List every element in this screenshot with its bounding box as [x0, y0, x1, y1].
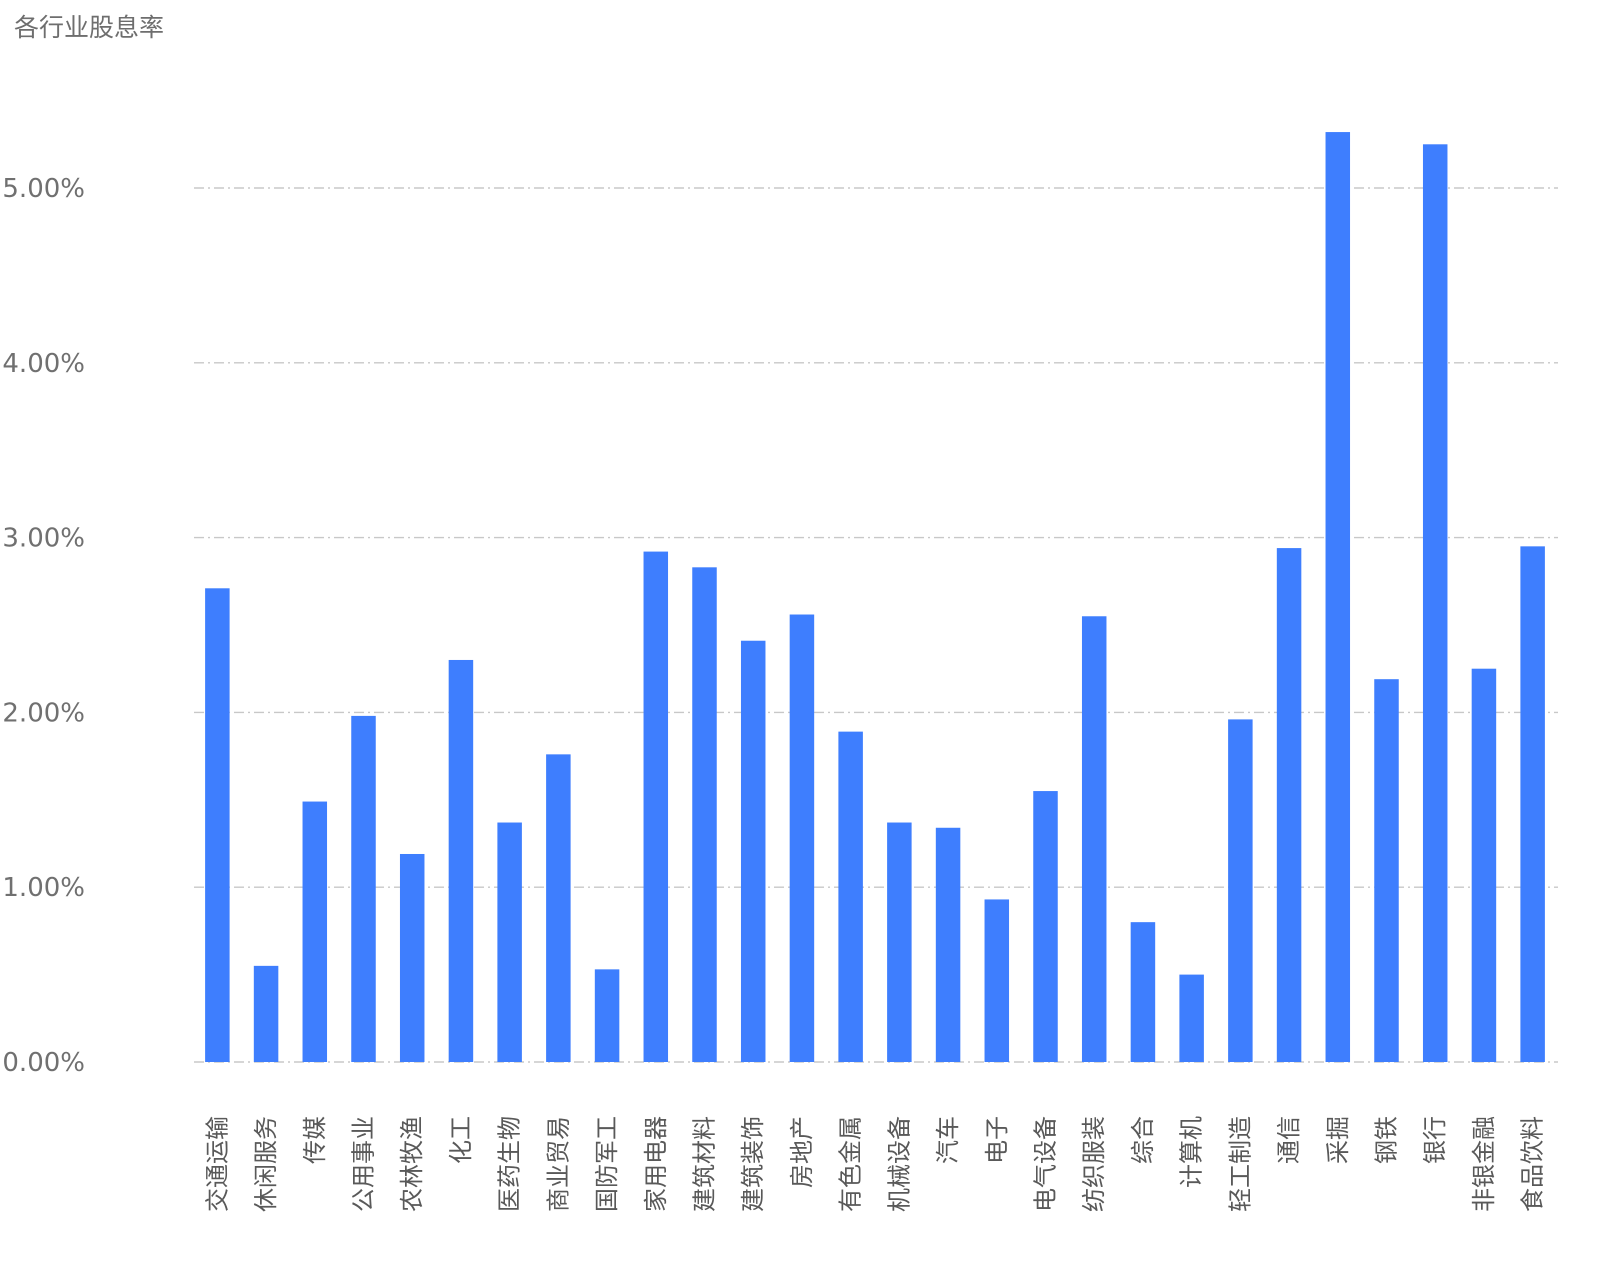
bar: [1276, 548, 1302, 1062]
bar: [789, 614, 815, 1062]
x-tick-label: 综合: [1129, 1116, 1157, 1164]
y-tick-label: 2.00%: [2, 698, 85, 728]
x-tick-label: 传媒: [301, 1116, 329, 1164]
x-tick-label: 采掘: [1324, 1116, 1352, 1164]
x-tick-label: 农林牧渔: [398, 1116, 426, 1212]
y-tick-label: 4.00%: [2, 349, 85, 379]
x-axis-ticks: 交通运输 休闲服务 传媒 公用事业 农林牧渔 化工 医药生物 商业贸易 国防军工 家用电器 建筑材料…: [203, 1116, 1546, 1212]
bar: [497, 822, 522, 1062]
bar: [1520, 546, 1545, 1062]
x-tick-label: 电气设备: [1032, 1116, 1060, 1212]
x-tick-label: 电子: [983, 1116, 1011, 1164]
chart-title: 各行业股息率: [14, 13, 165, 42]
x-tick-label: 建筑装饰: [739, 1116, 767, 1212]
y-axis-ticks: 0.00% 1.00% 2.00% 3.00% 4.00% 5.00%: [2, 174, 85, 1078]
bar: [1228, 719, 1253, 1062]
x-tick-label: 非银金融: [1470, 1116, 1498, 1212]
bar: [692, 567, 717, 1062]
bar: [351, 715, 376, 1062]
x-tick-label: 食品饮料: [1519, 1116, 1547, 1212]
x-tick-label: 轻工制造: [1226, 1116, 1254, 1212]
bar: [838, 731, 863, 1062]
bar: [253, 965, 279, 1062]
x-tick-label: 商业贸易: [544, 1116, 572, 1212]
bars: [205, 132, 1545, 1063]
bar: [1081, 616, 1107, 1062]
bar: [1422, 144, 1448, 1063]
x-tick-label: 计算机: [1178, 1116, 1206, 1188]
bar: [984, 899, 1010, 1062]
x-tick-label: 家用电器: [642, 1116, 670, 1212]
y-tick-label: 1.00%: [2, 873, 85, 903]
bar: [399, 853, 425, 1062]
bar: [205, 588, 230, 1062]
y-tick-label: 0.00%: [2, 1048, 85, 1078]
x-tick-label: 机械设备: [885, 1116, 913, 1212]
gridlines: [194, 187, 1558, 1063]
x-tick-label: 通信: [1275, 1116, 1303, 1164]
x-tick-label: 建筑材料: [691, 1116, 719, 1212]
bar: [448, 659, 474, 1062]
bar: [1471, 668, 1497, 1062]
bar: [546, 754, 571, 1062]
bar: [740, 640, 766, 1062]
bar: [302, 801, 328, 1062]
bar: [1179, 974, 1204, 1062]
y-tick-label: 5.00%: [2, 174, 85, 204]
y-tick-label: 3.00%: [2, 524, 85, 554]
x-tick-label: 国防军工: [593, 1116, 621, 1212]
bar: [594, 969, 620, 1062]
bar: [1374, 679, 1399, 1062]
x-tick-label: 公用事业: [350, 1116, 378, 1212]
bar: [1033, 791, 1058, 1062]
x-tick-label: 医药生物: [496, 1116, 524, 1212]
x-tick-label: 有色金属: [837, 1116, 865, 1212]
x-tick-label: 纺织服装: [1080, 1116, 1108, 1212]
x-tick-label: 汽车: [934, 1116, 962, 1164]
bar: [643, 551, 669, 1062]
bar: [935, 827, 961, 1062]
x-tick-label: 房地产: [788, 1116, 816, 1188]
x-tick-label: 化工: [447, 1116, 475, 1164]
bar: [1130, 922, 1156, 1062]
x-tick-label: 银行: [1421, 1116, 1449, 1164]
bar: [1325, 132, 1351, 1063]
x-tick-label: 钢铁: [1373, 1116, 1401, 1164]
x-tick-label: 交通运输: [203, 1116, 231, 1212]
bar: [887, 822, 912, 1062]
x-tick-label: 休闲服务: [252, 1116, 280, 1212]
